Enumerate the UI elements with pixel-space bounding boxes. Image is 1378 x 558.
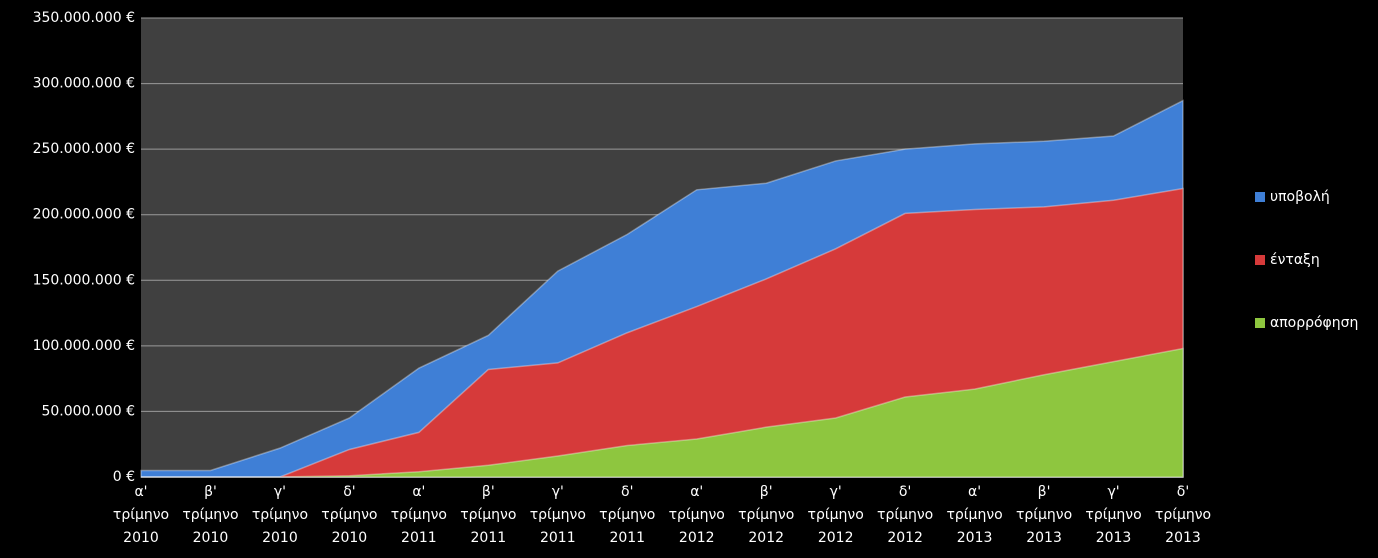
x-tick-label: β' xyxy=(1038,484,1051,500)
x-tick-label: 2013 xyxy=(1165,530,1201,546)
x-tick-label: 2011 xyxy=(471,530,507,546)
x-tick-label: β' xyxy=(482,484,495,500)
x-tick-label: τρίμηνο xyxy=(391,507,447,523)
x-tick-label: 2013 xyxy=(957,530,993,546)
x-tick-label: γ' xyxy=(552,484,564,500)
x-tick-label: τρίμηνο xyxy=(1016,507,1072,523)
x-tick-label: 2012 xyxy=(887,530,923,546)
y-tick-label: 0 € xyxy=(113,469,135,485)
x-tick-label: τρίμηνο xyxy=(1155,507,1211,523)
x-tick-label: τρίμηνο xyxy=(808,507,864,523)
x-tick-label: 2011 xyxy=(401,530,437,546)
y-tick-label: 50.000.000 € xyxy=(41,403,135,419)
x-tick-label: δ' xyxy=(343,484,355,500)
legend-label: υποβολή xyxy=(1270,189,1330,205)
x-tick-label: 2011 xyxy=(540,530,576,546)
legend-marker xyxy=(1255,192,1265,202)
x-tick-label: δ' xyxy=(621,484,633,500)
x-tick-label: α' xyxy=(412,484,425,500)
x-tick-label: δ' xyxy=(1177,484,1189,500)
y-tick-label: 350.000.000 € xyxy=(33,10,135,26)
x-tick-label: τρίμηνο xyxy=(599,507,655,523)
x-tick-label: τρίμηνο xyxy=(321,507,377,523)
x-tick-label: τρίμηνο xyxy=(460,507,516,523)
legend-marker xyxy=(1255,318,1265,328)
x-tick-label: τρίμηνο xyxy=(1085,507,1141,523)
x-tick-label: 2010 xyxy=(123,530,159,546)
area xyxy=(141,347,1184,478)
x-tick-label: 2013 xyxy=(1096,530,1132,546)
x-tick-label: β' xyxy=(204,484,217,500)
x-tick-label: τρίμηνο xyxy=(669,507,725,523)
x-tick-label: 2011 xyxy=(609,530,645,546)
x-tick-label: τρίμηνο xyxy=(113,507,169,523)
x-tick-label: β' xyxy=(760,484,773,500)
x-tick-label: 2012 xyxy=(679,530,715,546)
x-tick-label: 2013 xyxy=(1026,530,1062,546)
x-tick-label: τρίμηνο xyxy=(877,507,933,523)
x-tick-label: 2010 xyxy=(332,530,368,546)
x-tick-label: γ' xyxy=(274,484,286,500)
y-tick-label: 150.000.000 € xyxy=(33,272,135,288)
y-tick-label: 100.000.000 € xyxy=(33,338,135,354)
x-tick-label: γ' xyxy=(830,484,842,500)
x-tick-label: 2012 xyxy=(818,530,854,546)
y-tick-label: 300.000.000 € xyxy=(33,76,135,92)
legend-marker xyxy=(1255,255,1265,265)
x-tick-label: τρίμηνο xyxy=(252,507,308,523)
x-tick-label: α' xyxy=(968,484,981,500)
x-tick-label: τρίμηνο xyxy=(946,507,1002,523)
y-tick-label: 250.000.000 € xyxy=(33,141,135,157)
x-tick-label: 2012 xyxy=(748,530,784,546)
legend-label: απορρόφηση xyxy=(1270,315,1358,331)
x-tick-label: α' xyxy=(690,484,703,500)
y-tick-label: 200.000.000 € xyxy=(33,207,135,223)
x-tick-label: δ' xyxy=(899,484,911,500)
x-tick-label: τρίμηνο xyxy=(182,507,238,523)
x-tick-label: γ' xyxy=(1107,484,1119,500)
x-tick-label: τρίμηνο xyxy=(530,507,586,523)
x-tick-label: τρίμηνο xyxy=(738,507,794,523)
legend-label: ένταξη xyxy=(1270,252,1320,268)
x-tick-label: α' xyxy=(134,484,147,500)
x-tick-label: 2010 xyxy=(193,530,229,546)
x-tick-label: 2010 xyxy=(262,530,298,546)
